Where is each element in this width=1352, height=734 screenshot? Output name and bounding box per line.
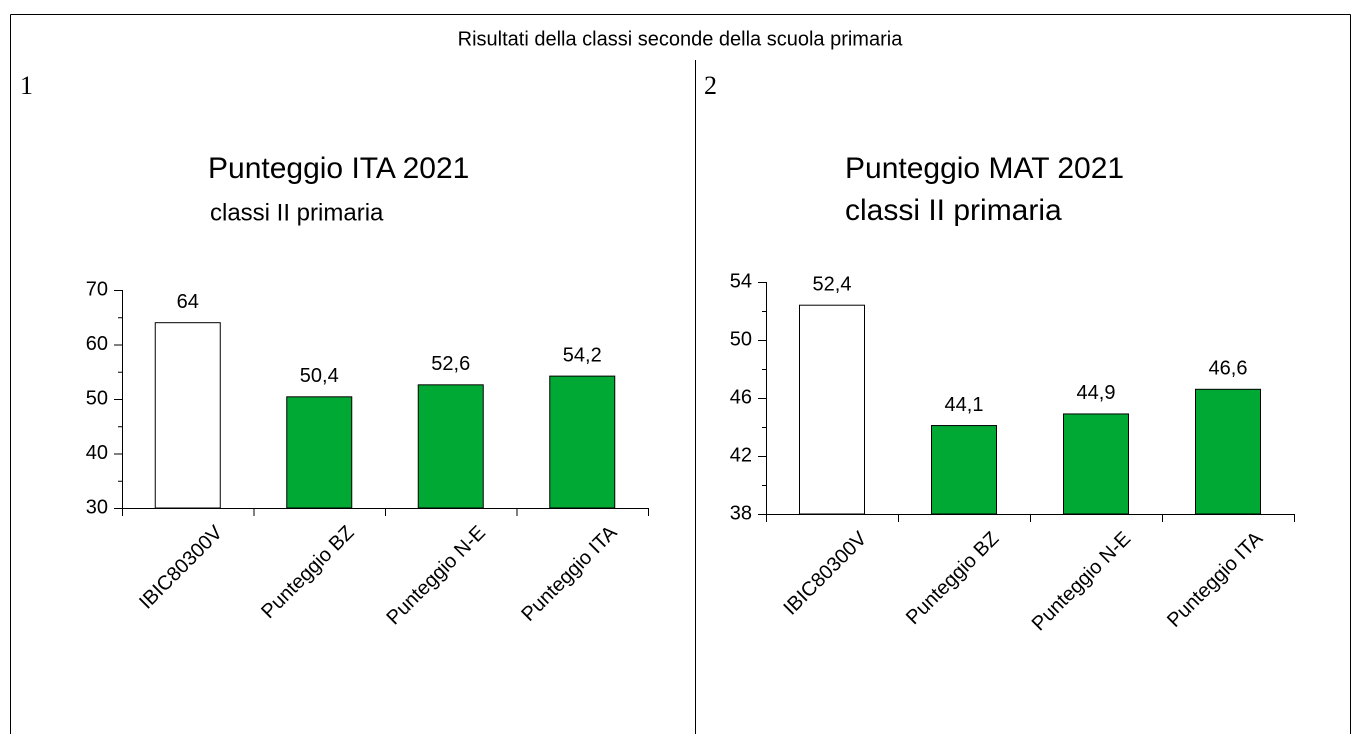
x-tick-label: Punteggio N-E xyxy=(1028,528,1136,636)
y-tick-label: 60 xyxy=(86,333,108,355)
bar xyxy=(799,304,865,515)
x-tick-label: Punteggio ITA xyxy=(517,521,622,626)
bar xyxy=(154,322,221,509)
chart-title: Punteggio MAT 2021 xyxy=(845,152,1124,185)
y-tick-label: 42 xyxy=(730,444,752,466)
value-label: 50,4 xyxy=(300,365,339,387)
value-label: 52,6 xyxy=(431,353,470,375)
value-label: 52,4 xyxy=(813,273,852,295)
value-label: 44,9 xyxy=(1077,382,1116,404)
value-label: 54,2 xyxy=(563,344,602,366)
bar xyxy=(417,384,484,509)
y-tick-label: 70 xyxy=(86,278,108,300)
x-tick-label: Punteggio N-E xyxy=(382,522,490,630)
y-tick-label: 46 xyxy=(730,386,752,408)
x-tick-label: Punteggio BZ xyxy=(257,522,358,623)
x-tick-label: IBIC80300V xyxy=(135,521,227,613)
value-label: 46,6 xyxy=(1209,358,1248,380)
value-label: 44,1 xyxy=(945,394,984,416)
chart-subtitle: classi II primaria xyxy=(845,194,1062,227)
page-title: Risultati della classi seconde della scu… xyxy=(458,28,904,50)
y-tick-label: 38 xyxy=(730,502,752,524)
chart-title: Punteggio ITA 2021 xyxy=(208,152,469,185)
bar xyxy=(549,375,616,509)
x-tick-label: IBIC80300V xyxy=(779,527,871,619)
y-tick-label: 30 xyxy=(86,496,108,518)
panel-number: 1 xyxy=(20,71,33,100)
bar xyxy=(1195,388,1261,515)
x-tick-label: Punteggio ITA xyxy=(1163,527,1268,632)
y-tick-label: 50 xyxy=(86,387,108,409)
bar xyxy=(1063,413,1129,515)
x-tick-label: Punteggio BZ xyxy=(902,528,1003,629)
panel-number: 2 xyxy=(704,71,717,100)
value-label: 64 xyxy=(177,291,199,313)
y-tick-label: 54 xyxy=(730,270,752,292)
y-tick-label: 40 xyxy=(86,442,108,464)
bar xyxy=(286,396,353,509)
y-tick-label: 50 xyxy=(730,328,752,350)
chart-subtitle: classi II primaria xyxy=(210,199,384,226)
bar xyxy=(931,425,997,515)
